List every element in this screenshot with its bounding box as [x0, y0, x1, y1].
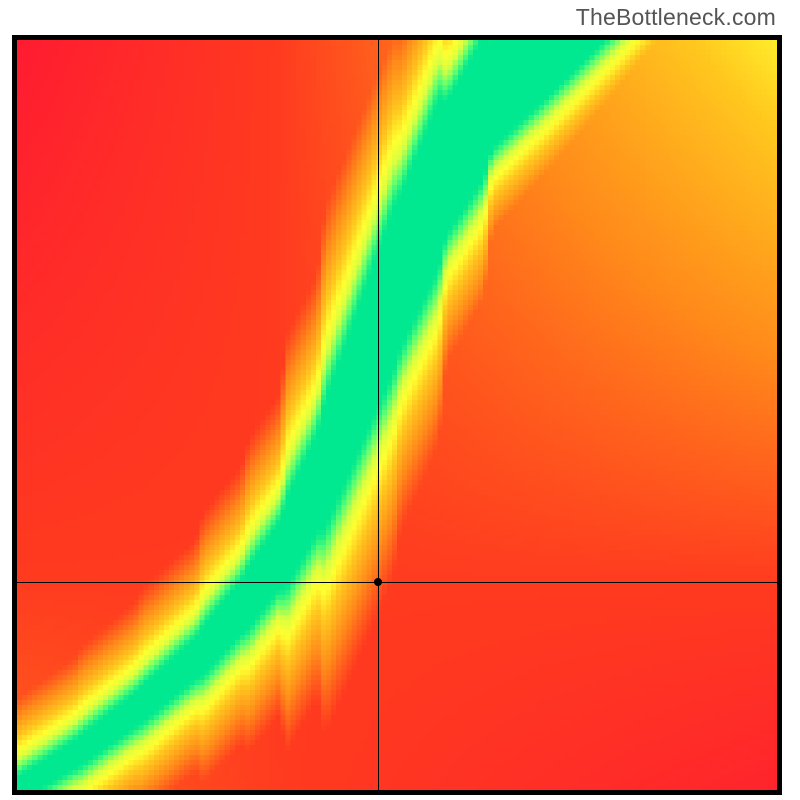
- watermark-text: TheBottleneck.com: [576, 4, 776, 31]
- chart-container: TheBottleneck.com: [0, 0, 800, 800]
- plot-border-bottom: [12, 790, 782, 795]
- crosshair-horizontal: [17, 582, 777, 583]
- heatmap-canvas: [17, 40, 777, 790]
- heatmap-plot: [17, 40, 777, 790]
- crosshair-vertical: [378, 40, 379, 790]
- plot-border-right: [777, 35, 782, 795]
- crosshair-dot: [368, 572, 388, 592]
